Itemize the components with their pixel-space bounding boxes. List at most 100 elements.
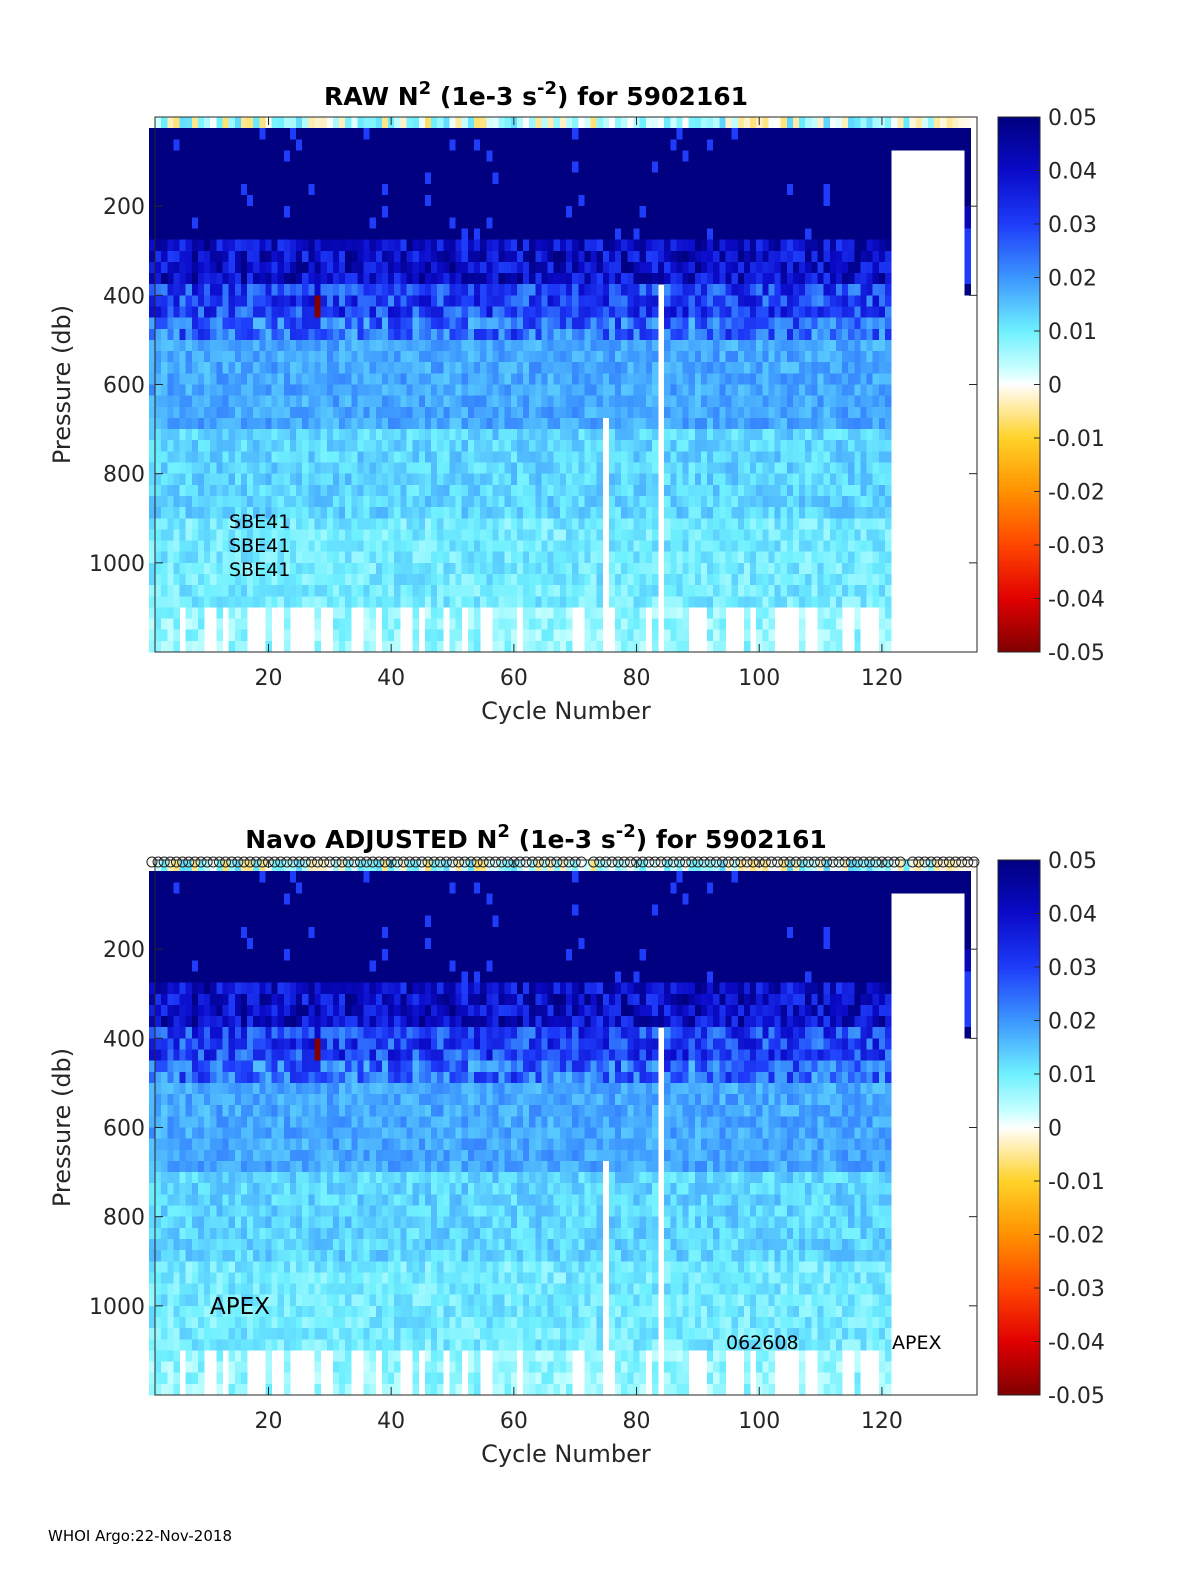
heatmap-cell [651, 150, 659, 162]
heatmap-cell [216, 640, 223, 653]
heatmap-cell [670, 295, 677, 307]
heatmap-cell [743, 250, 751, 263]
heatmap-cell [725, 306, 732, 318]
heatmap-cell [627, 217, 634, 229]
heatmap-cell [314, 596, 321, 608]
heatmap-cell [265, 473, 272, 486]
heatmap-cell [247, 395, 254, 408]
heatmap-cell [737, 128, 745, 140]
heatmap-cell [658, 195, 665, 207]
heatmap-cell [608, 139, 616, 151]
heatmap-cell [326, 239, 334, 252]
heatmap-cell [326, 150, 334, 162]
heatmap-cell [240, 117, 248, 129]
heatmap-cell [302, 351, 309, 363]
heatmap-cell [173, 462, 180, 474]
heatmap-cell [388, 618, 395, 631]
heatmap-cell [191, 495, 199, 508]
heatmap-cell [351, 139, 358, 151]
heatmap-cell [302, 172, 309, 185]
heatmap-cell [529, 395, 536, 408]
heatmap-cell [437, 217, 444, 229]
heatmap-cell [155, 195, 162, 207]
heatmap-cell [578, 495, 585, 508]
heatmap-cell [510, 273, 518, 285]
heatmap-cell [639, 573, 647, 586]
heatmap-cell [418, 139, 426, 151]
heatmap-cell [694, 161, 702, 174]
heatmap-cell [412, 306, 420, 318]
heatmap-cell [369, 395, 377, 408]
heatmap-cell [572, 373, 579, 385]
heatmap-cell [369, 117, 377, 129]
heatmap-cell [167, 351, 174, 363]
heatmap-cell [412, 585, 420, 597]
heatmap-cell [750, 328, 757, 341]
heatmap-cell [363, 607, 370, 619]
heatmap-cell [155, 540, 162, 552]
heatmap-cell [547, 495, 555, 508]
heatmap-cell [424, 217, 432, 229]
heatmap-cell [197, 451, 205, 463]
heatmap-cell [627, 373, 634, 385]
heatmap-cell [308, 228, 315, 240]
heatmap-cell [645, 217, 653, 229]
heatmap-cell [197, 139, 205, 151]
heatmap-cell [314, 150, 321, 162]
heatmap-cell [645, 317, 653, 330]
heatmap-cell [725, 395, 732, 408]
heatmap-cell [792, 406, 800, 419]
heatmap-cell [713, 629, 720, 642]
heatmap-cell [351, 384, 358, 396]
heatmap-cell [259, 440, 266, 452]
heatmap-cell [437, 618, 444, 631]
heatmap-cell [204, 551, 211, 564]
heatmap-cell [670, 518, 677, 530]
heatmap-cell [713, 484, 720, 497]
heatmap-cell [332, 429, 340, 441]
heatmap-cell [529, 462, 536, 474]
heatmap-cell [737, 406, 745, 419]
heatmap-cell [161, 317, 168, 330]
heatmap-cell [185, 339, 193, 352]
heatmap-cell [455, 139, 463, 151]
heatmap-cell [265, 484, 272, 497]
heatmap-cell [191, 640, 199, 653]
heatmap-cell [786, 495, 794, 508]
heatmap-cell [498, 250, 505, 263]
heatmap-cell [240, 417, 248, 430]
heatmap-cell [247, 585, 254, 597]
heatmap-cell [406, 417, 413, 430]
heatmap-cell [339, 429, 346, 441]
heatmap-cell [553, 239, 561, 252]
heatmap-cell [682, 183, 689, 196]
heatmap-cell [375, 495, 383, 508]
heatmap-cell [731, 306, 739, 318]
heatmap-cell [602, 117, 610, 129]
heatmap-cell [357, 384, 364, 396]
heatmap-cell [388, 161, 395, 174]
heatmap-cell [155, 573, 162, 586]
heatmap-cell [584, 596, 591, 608]
heatmap-cell [615, 573, 622, 586]
heatmap-cell [302, 585, 309, 597]
heatmap-cell [363, 250, 370, 263]
heatmap-cell [602, 328, 610, 341]
heatmap-cell [743, 284, 751, 296]
heatmap-cell [719, 540, 726, 552]
heatmap-cell [596, 139, 604, 151]
heatmap-cell [670, 618, 677, 631]
heatmap-cell [523, 384, 530, 396]
heatmap-cell [756, 540, 763, 552]
heatmap-cell [302, 451, 309, 463]
heatmap-cell [265, 195, 272, 207]
heatmap-cell [394, 573, 401, 586]
heatmap-cell [768, 295, 775, 307]
heatmap-cell [185, 395, 193, 408]
heatmap-cell [296, 585, 303, 597]
heatmap-cell [719, 607, 726, 619]
heatmap-cell [289, 172, 297, 185]
heatmap-cell [578, 507, 585, 519]
heatmap-cell [418, 429, 426, 441]
heatmap-cell [541, 507, 548, 519]
